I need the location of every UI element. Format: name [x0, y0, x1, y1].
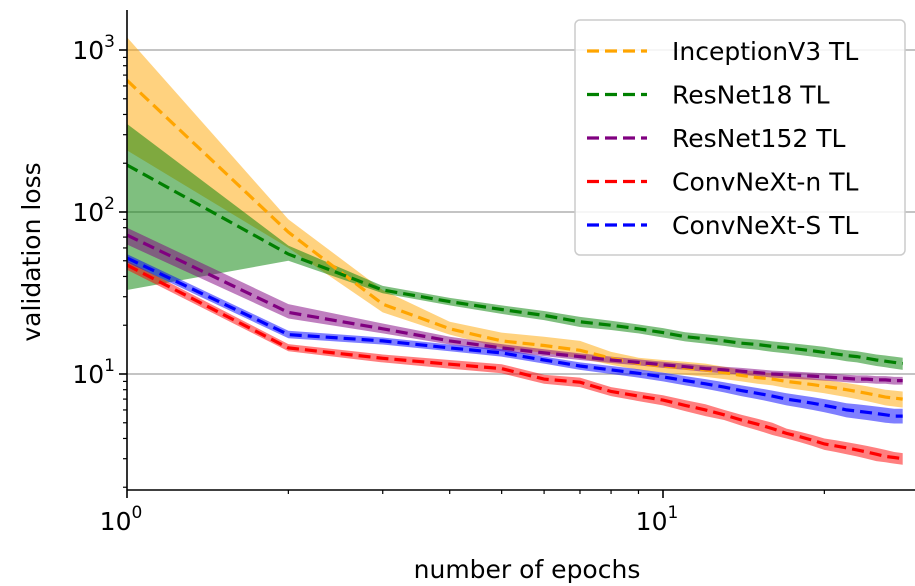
band-1: [127, 123, 903, 370]
legend-label-3: ConvNeXt-n TL: [672, 168, 858, 197]
x-tick-label-1: 101: [636, 503, 679, 536]
y-tick-label-0: 101: [72, 356, 115, 389]
series-line-1: [127, 163, 903, 366]
series-line-2: [127, 233, 903, 383]
band-4: [127, 254, 903, 424]
band-0: [127, 37, 903, 408]
tick-marks: 101 102 103 100 101: [72, 32, 825, 536]
legend: InceptionV3 TL ResNet18 TL ResNet152 TL Con…: [574, 19, 906, 256]
legend-label-4: ConvNeXt-S TL: [672, 211, 859, 240]
series-line-4: [127, 256, 903, 418]
y-axis-label: validation loss: [17, 162, 46, 341]
y-tick-label-1: 102: [72, 194, 115, 227]
legend-label-2: ResNet152 TL: [672, 124, 845, 153]
x-axis-label: number of epochs: [414, 555, 641, 584]
band-3: [127, 260, 903, 465]
legend-box: [574, 19, 906, 256]
y-tick-label-2: 103: [72, 32, 115, 65]
uncertainty-bands: [127, 37, 903, 465]
band-2: [127, 227, 903, 385]
series-line-3: [127, 263, 903, 461]
legend-label-0: InceptionV3 TL: [672, 37, 858, 66]
series-lines: [127, 79, 903, 461]
series-line-0: [127, 79, 903, 401]
legend-label-1: ResNet18 TL: [672, 81, 830, 110]
x-tick-label-0: 100: [100, 503, 143, 536]
